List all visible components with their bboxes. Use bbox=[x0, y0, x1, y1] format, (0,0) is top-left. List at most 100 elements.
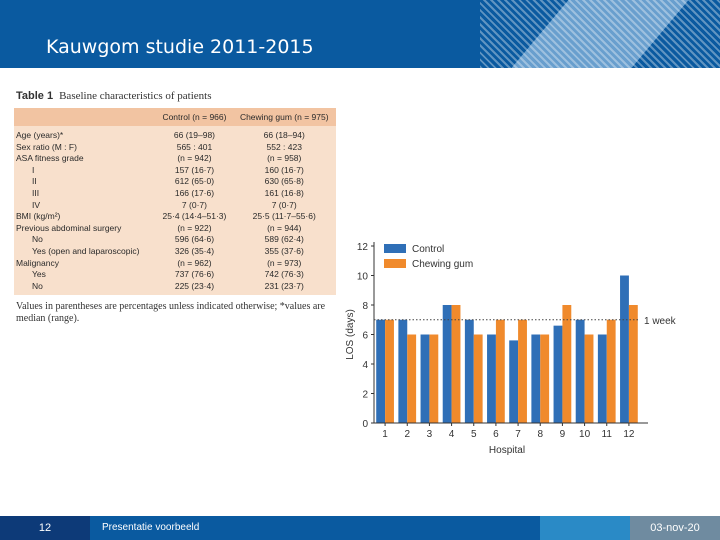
table-row: I 157 (16·7) 160 (16·7) bbox=[14, 165, 336, 177]
table-caption: Table 1 Baseline characteristics of patie… bbox=[16, 90, 344, 102]
table-cell-gum: 231 (23·7) bbox=[264, 280, 304, 291]
slide-footer: 12 Presentatie voorbeeld 03-nov-20 bbox=[0, 516, 720, 540]
x-tick-label: 8 bbox=[537, 429, 543, 440]
table-cell-control: 326 (35·4) bbox=[174, 245, 215, 256]
table-row: BMI (kg/m²) 25·4 (14·4–51·3) 25·5 (11·7–55… bbox=[14, 211, 336, 223]
bar-chewing-gum bbox=[562, 305, 572, 423]
x-tick-label: 11 bbox=[602, 429, 613, 440]
x-tick-label: 12 bbox=[623, 429, 635, 440]
table-row: Age (years)* 66 (19–98) 66 (18–94) bbox=[14, 126, 336, 142]
table-header-control: Control (n = 966) bbox=[156, 108, 233, 126]
table-header-label bbox=[14, 108, 157, 126]
legend-label-chewing-gum: Chewing gum bbox=[412, 259, 473, 270]
table-row-label: III bbox=[32, 187, 40, 198]
table-cell-gum: 66 (18–94) bbox=[263, 130, 305, 140]
table-row: Yes (open and laparoscopic) 326 (35·4) 355… bbox=[14, 246, 336, 258]
table-cell-control: 157 (16·7) bbox=[174, 164, 215, 175]
bar-chewing-gum bbox=[429, 334, 439, 423]
table-cell-gum: 161 (16·8) bbox=[264, 187, 304, 198]
table-body: Age (years)* 66 (19–98) 66 (18–94) Sex rati… bbox=[14, 126, 336, 295]
table-row-label: BMI (kg/m²) bbox=[16, 211, 61, 222]
x-axis-title: Hospital bbox=[489, 445, 525, 456]
baseline-table-figure: Table 1 Baseline characteristics of patie… bbox=[14, 90, 344, 325]
table-row: III 166 (17·6) 161 (16·8) bbox=[14, 188, 336, 200]
y-tick-label: 10 bbox=[357, 272, 369, 283]
x-tick-label: 5 bbox=[471, 429, 477, 440]
bar-control bbox=[376, 319, 386, 423]
bar-control bbox=[442, 305, 452, 423]
table-row: Malignancy (n = 962) (n = 973) bbox=[14, 258, 336, 270]
table-row: Previous abdominal surgery (n = 922) (n = … bbox=[14, 223, 336, 235]
y-tick-label: 4 bbox=[362, 360, 368, 371]
table-row-label: No bbox=[32, 280, 43, 291]
table-cell-control: 66 (19–98) bbox=[173, 130, 216, 140]
table-row-label: IV bbox=[32, 199, 41, 210]
table-header-row: Control (n = 966) Chewing gum (n = 975) bbox=[14, 108, 336, 126]
slide-header: Kauwgom studie 2011-2015 bbox=[0, 0, 720, 68]
table-cell-gum: 552 : 423 bbox=[266, 141, 302, 152]
table-row-label: Previous abdominal surgery bbox=[16, 222, 122, 233]
table-cell-control: 612 (65·0) bbox=[174, 176, 215, 187]
x-tick-label: 9 bbox=[560, 429, 566, 440]
legend-swatch-chewing-gum bbox=[384, 259, 406, 268]
table-row-label: Yes bbox=[32, 269, 46, 280]
table-row: No 596 (64·6) 589 (62·4) bbox=[14, 234, 336, 246]
footer-accent bbox=[540, 516, 630, 540]
table-cell-control: 565 : 401 bbox=[176, 141, 213, 152]
bar-chewing-gum bbox=[385, 319, 394, 423]
table-cell-gum: 355 (37·6) bbox=[264, 245, 304, 256]
y-tick-label: 8 bbox=[362, 301, 368, 312]
table-row: Sex ratio (M : F) 565 : 401 552 : 423 bbox=[14, 142, 336, 154]
table-cell-gum: 742 (76·3) bbox=[264, 269, 304, 280]
bar-chewing-gum bbox=[495, 319, 505, 423]
bar-chewing-gum bbox=[451, 305, 461, 423]
table-cell-control: (n = 942) bbox=[177, 153, 212, 164]
y-tick-label: 0 bbox=[362, 419, 368, 430]
bar-chewing-gum bbox=[540, 334, 550, 423]
table-row-label: Sex ratio (M : F) bbox=[16, 141, 77, 152]
x-tick-label: 7 bbox=[515, 429, 521, 440]
table-cell-gum: 25·5 (11·7–55·6) bbox=[252, 211, 316, 222]
table-cell-gum: 630 (65·8) bbox=[264, 176, 304, 187]
x-tick-label: 10 bbox=[579, 429, 591, 440]
x-tick-label: 6 bbox=[493, 429, 499, 440]
footer-text: Presentatie voorbeeld bbox=[90, 516, 540, 540]
table-row-label: Yes (open and laparoscopic) bbox=[32, 245, 140, 256]
reference-line-label: 1 week bbox=[644, 316, 677, 327]
table-cell-control: 596 (64·6) bbox=[174, 234, 215, 245]
table-cell-control: 737 (76·6) bbox=[174, 269, 215, 280]
table-cell-control: 225 (23·4) bbox=[174, 280, 215, 291]
table-cell-gum: (n = 944) bbox=[267, 222, 302, 233]
legend-swatch-control bbox=[384, 244, 406, 253]
table-footnote: Values in parentheses are percentages un… bbox=[16, 301, 326, 325]
x-tick-label: 3 bbox=[427, 429, 433, 440]
y-axis-title: LOS (days) bbox=[345, 309, 356, 360]
bar-control bbox=[398, 319, 408, 423]
x-tick-label: 2 bbox=[404, 429, 410, 440]
table-cell-control: 166 (17·6) bbox=[174, 187, 215, 198]
bar-control bbox=[575, 319, 585, 423]
table-row: No 225 (23·4) 231 (23·7) bbox=[14, 281, 336, 296]
baseline-table: Control (n = 966) Chewing gum (n = 975) … bbox=[14, 108, 336, 296]
table-row-label: No bbox=[32, 234, 43, 245]
table-cell-gum: 160 (16·7) bbox=[264, 164, 304, 175]
table-row-label: I bbox=[32, 164, 35, 175]
y-tick-label: 6 bbox=[362, 331, 368, 342]
bar-chewing-gum bbox=[518, 319, 527, 423]
bar-chewing-gum bbox=[584, 334, 594, 423]
bar-control bbox=[464, 319, 474, 423]
y-tick-label: 2 bbox=[362, 390, 368, 401]
table-cell-control: 25·4 (14·4–51·3) bbox=[162, 211, 227, 222]
bar-control bbox=[531, 334, 541, 423]
table-cell-control: (n = 962) bbox=[177, 257, 212, 268]
table-row: II 612 (65·0) 630 (65·8) bbox=[14, 176, 336, 188]
bar-control bbox=[509, 340, 519, 423]
legend-label-control: Control bbox=[412, 244, 444, 255]
table-cell-control: (n = 922) bbox=[177, 222, 212, 233]
table-caption-text: Baseline characteristics of patients bbox=[59, 90, 212, 102]
bar-control bbox=[620, 275, 629, 423]
table-row: Yes 737 (76·6) 742 (76·3) bbox=[14, 269, 336, 281]
table-row-label: Age (years)* bbox=[16, 130, 64, 140]
footer-date: 03-nov-20 bbox=[630, 516, 720, 540]
